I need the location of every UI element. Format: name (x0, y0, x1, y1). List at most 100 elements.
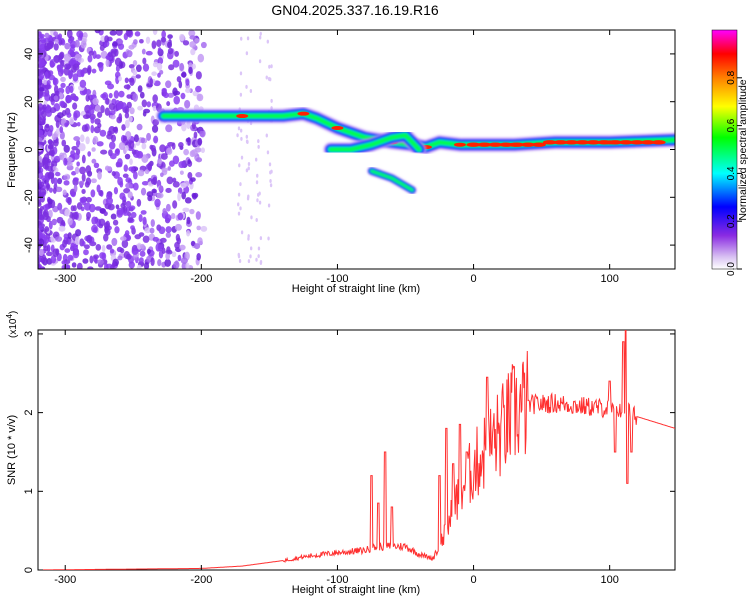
ridge-band (328, 133, 422, 152)
noise-point (95, 54, 101, 59)
noise-point (190, 177, 196, 182)
noise-point (45, 251, 53, 257)
noise-point (245, 168, 249, 173)
noise-point (38, 220, 42, 226)
noise-point (91, 216, 98, 225)
noise-point (43, 153, 50, 162)
noise-point (72, 205, 77, 212)
noise-point (117, 176, 123, 186)
noise-point (103, 211, 108, 217)
noise-point (141, 99, 148, 108)
noise-point (105, 58, 110, 68)
noise-point (144, 169, 150, 175)
ridge-peak (531, 142, 546, 147)
noise-point (96, 259, 104, 265)
noise-point (38, 199, 41, 205)
noise-point (52, 165, 57, 171)
noise-point (67, 254, 74, 261)
ridge-peak (629, 140, 644, 145)
noise-point (167, 166, 171, 171)
noise-point (44, 93, 51, 102)
noise-point (150, 219, 155, 227)
noise-point (51, 219, 57, 225)
noise-point (268, 162, 272, 167)
snr-exponent-close: ) (8, 311, 19, 314)
noise-point (178, 161, 186, 169)
noise-point (131, 247, 139, 255)
x-tick-label: -100 (326, 273, 348, 285)
noise-point (132, 182, 139, 191)
noise-point (65, 85, 71, 95)
noise-point (85, 94, 90, 102)
noise-point (236, 133, 239, 138)
noise-point (74, 39, 80, 48)
noise-point (63, 53, 71, 62)
noise-point (118, 113, 123, 122)
noise-point (116, 246, 123, 253)
noise-point (239, 182, 242, 187)
noise-point (74, 236, 80, 246)
noise-point (118, 142, 126, 151)
noise-point (172, 90, 181, 96)
noise-point (165, 232, 172, 238)
noise-point (56, 216, 64, 224)
noise-point (257, 144, 260, 149)
noise-point (94, 30, 101, 34)
noise-point (55, 248, 60, 256)
noise-point (152, 30, 158, 36)
noise-point (67, 196, 72, 205)
noise-point (250, 215, 253, 220)
noise-point (44, 162, 49, 171)
noise-point (151, 188, 157, 194)
noise-point (61, 139, 67, 147)
noise-point (80, 69, 85, 77)
spectrogram-y-ticks: -40 -20 0 20 40 (23, 48, 675, 253)
noise-point (165, 80, 172, 89)
noise-point (38, 137, 43, 142)
noise-point (43, 79, 48, 86)
noise-point (122, 135, 127, 142)
noise-point (128, 64, 135, 69)
noise-point (42, 104, 47, 110)
noise-point (132, 70, 138, 76)
noise-scatter (38, 30, 274, 269)
noise-point (38, 254, 41, 263)
noise-point (76, 161, 80, 167)
noise-point (38, 265, 42, 269)
noise-point (114, 57, 122, 67)
noise-point (122, 211, 129, 216)
noise-point (85, 165, 92, 174)
noise-point (69, 117, 75, 125)
noise-point (53, 31, 59, 37)
noise-point (160, 153, 168, 160)
noise-point (140, 210, 147, 215)
noise-point (172, 155, 180, 165)
noise-point (49, 124, 54, 133)
noise-point (94, 104, 101, 112)
noise-point (188, 30, 196, 37)
noise-point (178, 142, 184, 148)
noise-point (151, 71, 157, 76)
noise-point (57, 64, 62, 73)
noise-point (265, 133, 268, 138)
noise-point (95, 243, 102, 251)
noise-point (156, 62, 163, 71)
noise-point (87, 54, 93, 63)
noise-point (67, 217, 73, 226)
noise-point (151, 40, 157, 49)
noise-point (165, 252, 171, 261)
noise-point (98, 218, 106, 227)
noise-point (38, 212, 41, 218)
noise-point (179, 62, 185, 72)
noise-point (53, 95, 59, 101)
noise-point (185, 262, 190, 269)
noise-point (162, 208, 167, 214)
noise-point (61, 265, 66, 269)
noise-point (79, 79, 87, 88)
noise-point (197, 53, 205, 63)
noise-point (99, 252, 106, 259)
noise-point (187, 159, 191, 165)
noise-point (196, 93, 204, 102)
noise-point (245, 84, 248, 89)
